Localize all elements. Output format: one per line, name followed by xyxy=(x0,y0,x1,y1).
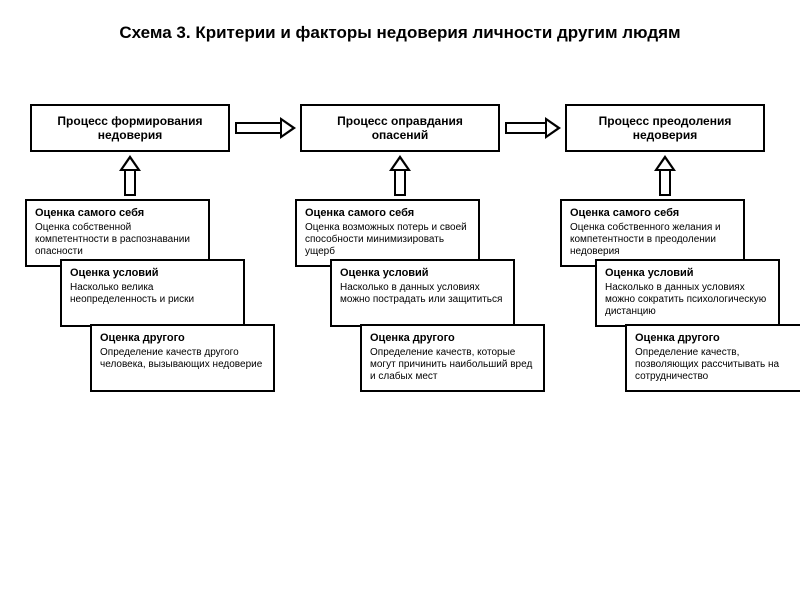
sub-title: Оценка другого xyxy=(370,332,535,345)
sub-1-other: Оценка другого Определение качеств, котор… xyxy=(360,324,545,392)
process-1: Процесс оправдания опасений xyxy=(300,104,500,152)
sub-1-cond: Оценка условий Насколько в данных условия… xyxy=(330,259,515,327)
sub-title: Оценка самого себя xyxy=(35,207,200,220)
sub-2-other: Оценка другого Определение качеств, позво… xyxy=(625,324,800,392)
h-arrow-0 xyxy=(235,118,295,138)
sub-title: Оценка другого xyxy=(635,332,800,345)
sub-body: Определение качеств другого человека, вы… xyxy=(100,347,265,371)
sub-body: Оценка собственного желания и компетентн… xyxy=(570,222,735,258)
process-2: Процесс преодоления недоверия xyxy=(565,104,765,152)
sub-title: Оценка условий xyxy=(605,267,770,280)
sub-body: Насколько в данных условиях можно сократ… xyxy=(605,282,770,318)
sub-0-other: Оценка другого Определение качеств другог… xyxy=(90,324,275,392)
diagram-canvas: Процесс формирования недоверия Оценка сам… xyxy=(0,44,800,554)
sub-0-cond: Оценка условий Насколько велика неопредел… xyxy=(60,259,245,327)
sub-1-self: Оценка самого себя Оценка возможных потер… xyxy=(295,199,480,267)
sub-title: Оценка условий xyxy=(70,267,235,280)
sub-body: Оценка возможных потерь и своей способно… xyxy=(305,222,470,258)
v-arrow-2 xyxy=(655,156,675,196)
sub-body: Насколько велика неопределенность и риск… xyxy=(70,282,235,306)
h-arrow-1 xyxy=(505,118,560,138)
sub-2-cond: Оценка условий Насколько в данных условия… xyxy=(595,259,780,327)
sub-body: Определение качеств, которые могут причи… xyxy=(370,347,535,383)
sub-title: Оценка другого xyxy=(100,332,265,345)
sub-0-self: Оценка самого себя Оценка собственной ком… xyxy=(25,199,210,267)
sub-body: Оценка собственной компетентности в расп… xyxy=(35,222,200,258)
diagram-title: Схема 3. Критерии и факторы недоверия ли… xyxy=(0,0,800,44)
sub-title: Оценка самого себя xyxy=(305,207,470,220)
v-arrow-0 xyxy=(120,156,140,196)
process-0: Процесс формирования недоверия xyxy=(30,104,230,152)
v-arrow-1 xyxy=(390,156,410,196)
sub-body: Насколько в данных условиях можно постра… xyxy=(340,282,505,306)
sub-body: Определение качеств, позволяющих рассчит… xyxy=(635,347,800,383)
sub-title: Оценка самого себя xyxy=(570,207,735,220)
sub-2-self: Оценка самого себя Оценка собственного же… xyxy=(560,199,745,267)
sub-title: Оценка условий xyxy=(340,267,505,280)
